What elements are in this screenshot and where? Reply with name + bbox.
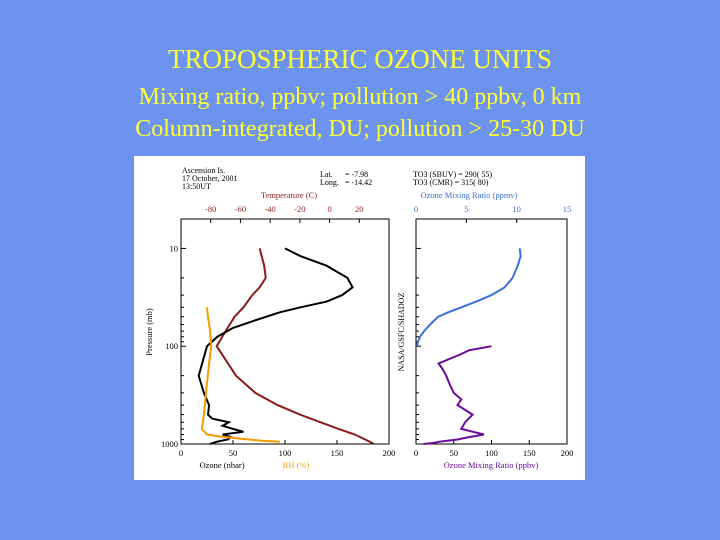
lat-label: Lat. [320,170,333,179]
ppbv-axis-label: Ozone Mixing Ratio (ppbv) [444,460,539,470]
ozone-ppmv-line [416,248,522,347]
x-tick-label-top-left: -40 [264,204,275,214]
slide-subtitle-column: Column-integrated, DU; pollution > 25-30… [135,116,585,142]
x-tick-label-bottom-right: 150 [523,448,536,458]
long-value: = -14.42 [345,178,372,187]
x-tick-label-bottom-left: 200 [383,448,396,458]
to3-cmr-label: TO3 (CMR) = 315( 80) [413,178,489,187]
y-tick-label-left: 10 [170,243,179,253]
ozonesonde-figure: Ascension Is. 17 October, 2001 13:50UT L… [134,156,585,480]
shadoz-credit-label: NASA/GSFC/SHADOZ [397,293,406,372]
slide-subtitle-mixing-ratio: Mixing ratio, ppbv; pollution > 40 ppbv,… [138,84,582,110]
x-tick-label-bottom-left: 0 [179,448,183,458]
site-label: Ascension Is. [182,166,225,175]
x-tick-label-top-left: -20 [294,204,305,214]
x-tick-label-bottom-right: 0 [414,448,418,458]
x-tick-label-top-left: -80 [205,204,216,214]
x-tick-label-top-right: 15 [563,204,572,214]
left-plot-frame [180,218,390,445]
rh-axis-label: RH (%) [283,460,310,470]
x-tick-label-bottom-left: 150 [331,448,344,458]
x-tick-label-top-left: 0 [327,204,331,214]
x-tick-label-top-left: 20 [355,204,364,214]
x-tick-label-bottom-right: 200 [561,448,574,458]
x-tick-label-bottom-left: 100 [279,448,292,458]
x-tick-label-top-right: 5 [464,204,468,214]
y-tick-label-left: 1000 [161,439,178,449]
x-tick-label-top-left: -60 [235,204,246,214]
temperature-axis-label: Temperature (C) [261,190,317,200]
lat-value: = -7.98 [345,170,368,179]
ozonesonde-chart: Ascension Is. 17 October, 2001 13:50UT L… [144,166,574,470]
x-tick-label-bottom-left: 50 [229,448,238,458]
x-tick-label-top-right: 0 [414,204,418,214]
ozone-nbar-axis-label: Ozone (nbar) [199,460,244,470]
date-label: 17 October, 2001 [182,174,237,183]
rh-line [200,307,280,443]
to3-sbuv-label: TO3 (SBUV) = 290( 55) [413,170,492,179]
pressure-axis-label: Pressure (mb) [144,308,154,356]
right-plot-frame [415,218,568,445]
long-label: Long. [320,178,339,187]
ozone-nbar-line [197,247,354,445]
time-label: 13:50UT [182,182,211,191]
y-tick-label-left: 100 [165,341,178,351]
temperature-line [215,248,375,445]
x-tick-label-bottom-right: 50 [450,448,459,458]
x-tick-label-bottom-right: 100 [485,448,498,458]
slide-title: TROPOSPHERIC OZONE UNITS [167,44,553,74]
x-tick-label-top-right: 10 [512,204,521,214]
ppmv-axis-label: Ozone Mixing Ratio (ppmv) [420,190,517,200]
ozone-ppbv-line [423,345,492,445]
